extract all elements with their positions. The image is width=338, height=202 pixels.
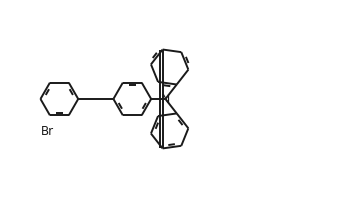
Text: N: N xyxy=(161,93,170,106)
Text: Br: Br xyxy=(41,124,54,137)
